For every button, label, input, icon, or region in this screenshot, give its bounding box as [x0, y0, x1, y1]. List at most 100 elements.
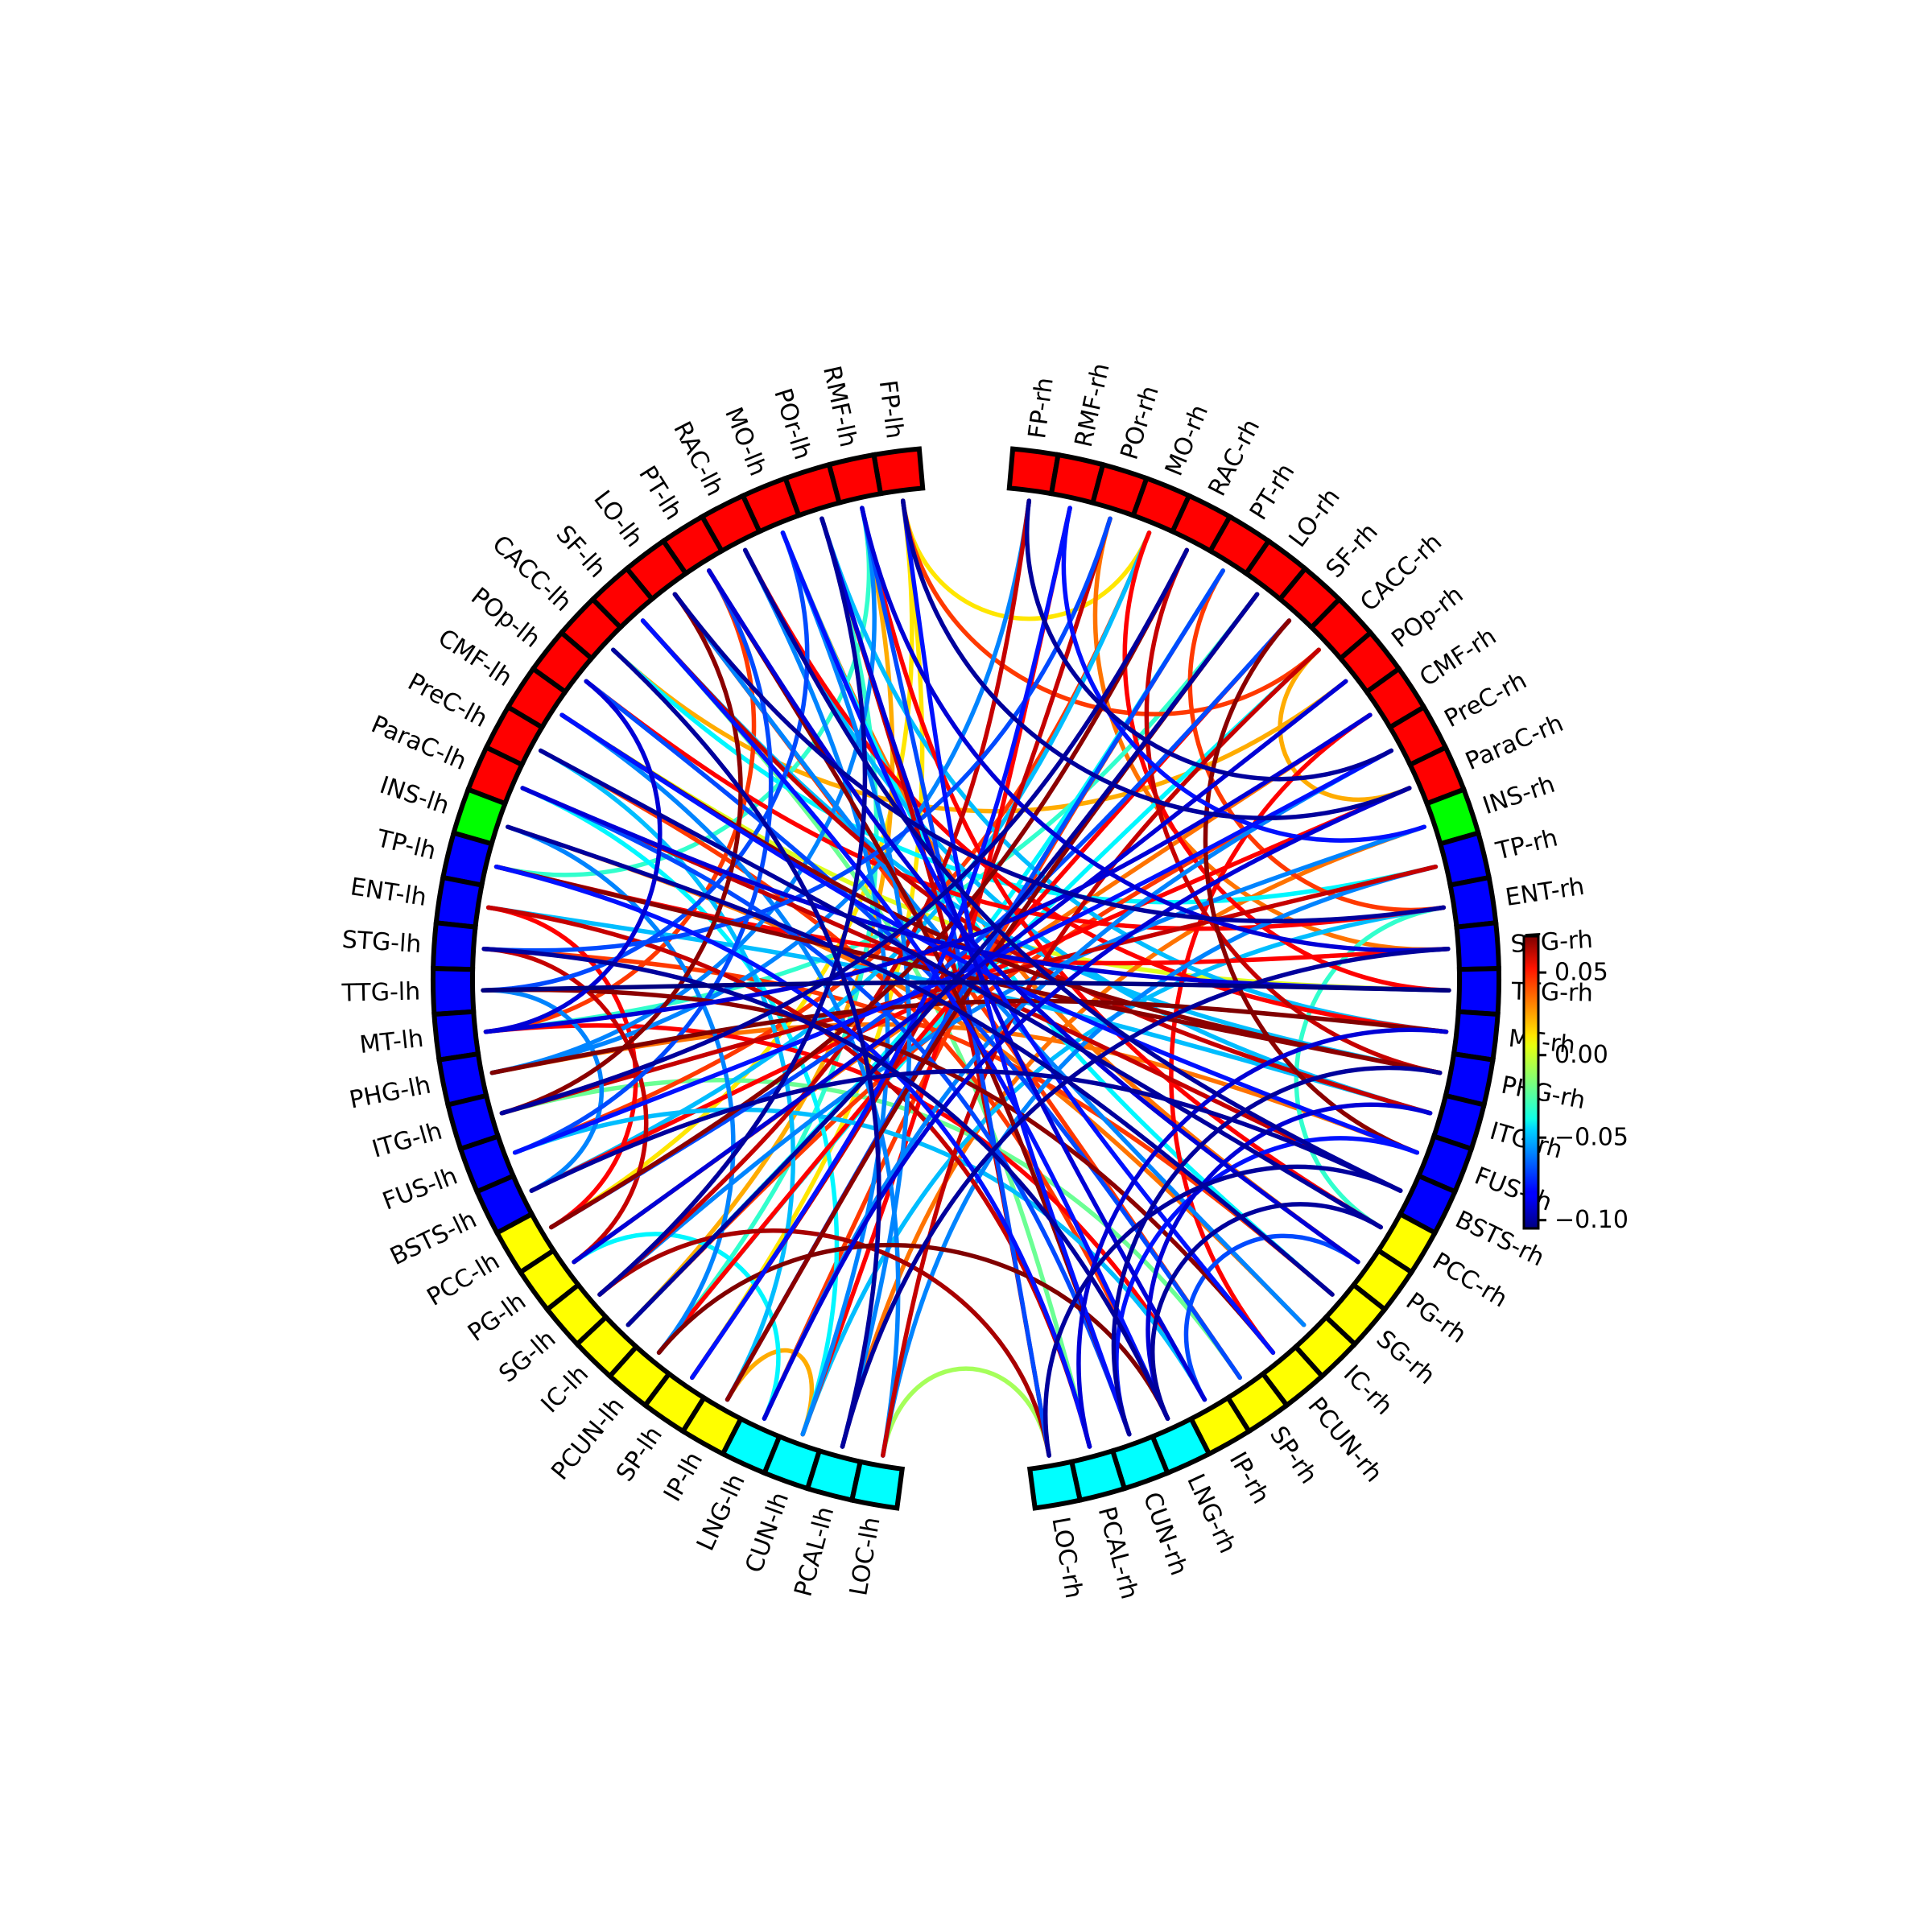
- node-label: CUN-lh: [740, 1488, 795, 1576]
- node-label: PHG-lh: [347, 1071, 433, 1115]
- connection-line: [1111, 1065, 1443, 1437]
- connection-line: [881, 1366, 1051, 1458]
- node-ring: [430, 446, 1502, 1511]
- node-wedge: [848, 1459, 906, 1511]
- connection-line: [1061, 506, 1426, 843]
- colorbar-tick-label: 0.00: [1554, 1041, 1608, 1069]
- node-wedge: [1415, 1133, 1475, 1195]
- node-label: PCAL-rh: [1092, 1504, 1144, 1602]
- node-label: LO-rh: [1284, 483, 1346, 552]
- node-wedge: [1447, 874, 1499, 930]
- node-label: TTG-lh: [341, 978, 420, 1008]
- connection-line: [1076, 1027, 1449, 1449]
- node-label: POr-rh: [1115, 382, 1164, 463]
- node-wedge: [1089, 461, 1150, 519]
- node-label: LO-lh: [588, 485, 648, 553]
- connection-line: [1025, 498, 1394, 782]
- connection-lines: [481, 498, 1451, 1458]
- node-wedge: [1187, 1394, 1253, 1458]
- node-label: LNG-rh: [1181, 1470, 1241, 1558]
- connection-line: [481, 987, 1276, 1355]
- node-label: STG-lh: [341, 926, 423, 959]
- colorbar: 0.05 0.00 −0.05 −0.10: [1522, 935, 1629, 1234]
- node-wedge: [433, 874, 485, 930]
- node-label: LOC-lh: [844, 1515, 886, 1598]
- connection-line: [597, 516, 868, 1297]
- node-label: FUS-rh: [1471, 1162, 1556, 1216]
- colorbar-tick-label: −0.10: [1554, 1206, 1629, 1234]
- node-wedge: [1363, 665, 1427, 731]
- connection-line: [672, 592, 1447, 924]
- connection-line: [611, 647, 881, 1449]
- node-label: IP-rh: [1224, 1447, 1275, 1509]
- connection-line: [499, 547, 1190, 1116]
- connection-line: [762, 786, 1412, 1421]
- node-label: RMF-rh: [1070, 361, 1116, 450]
- connection-line: [780, 530, 1276, 1355]
- node-label: MT-lh: [358, 1025, 425, 1059]
- node-wedge: [1397, 1172, 1459, 1236]
- connection-line: [1114, 1136, 1420, 1437]
- node-label: LNG-lh: [691, 1470, 751, 1555]
- node-label: SG-rh: [1371, 1325, 1440, 1390]
- connection-line: [584, 679, 1447, 931]
- node-wedge: [1048, 452, 1106, 506]
- node-label: IP-lh: [658, 1447, 708, 1506]
- node-label: PT-lh: [633, 461, 687, 525]
- connection-line: [499, 592, 743, 1116]
- node-wedge: [1068, 1447, 1128, 1504]
- node-label: IC-rh: [1338, 1360, 1398, 1421]
- node-label: SP-lh: [611, 1422, 668, 1487]
- node-wedge: [1437, 829, 1492, 889]
- node-label: SF-rh: [1321, 518, 1384, 583]
- node-label: PHG-rh: [1499, 1071, 1587, 1116]
- connection-line: [572, 679, 1348, 1265]
- node-wedge: [1149, 1415, 1213, 1476]
- connection-line: [549, 547, 1190, 1230]
- connection-line: [597, 824, 1426, 1297]
- node-wedge: [431, 919, 478, 972]
- connection-line: [506, 824, 1335, 1297]
- node-wedge: [1406, 744, 1468, 807]
- node-label: SP-rh: [1264, 1422, 1323, 1489]
- node-label: PT-rh: [1245, 459, 1301, 525]
- node-wedge: [1006, 446, 1061, 497]
- connection-line: [800, 905, 1447, 1437]
- node-label: CUN-rh: [1137, 1488, 1193, 1579]
- node-label: IC-lh: [536, 1360, 595, 1418]
- connection-line: [483, 712, 1373, 1034]
- colorbar-gradient: [1522, 935, 1540, 1230]
- colorbar-tick-label: 0.05: [1554, 959, 1608, 987]
- connection-line: [529, 1068, 1403, 1193]
- node-wedge: [1423, 786, 1482, 847]
- node-label: LOC-rh: [1046, 1515, 1088, 1600]
- connection-line: [481, 980, 1451, 993]
- node-wedge: [1455, 966, 1502, 1018]
- node-wedge: [1026, 1459, 1084, 1511]
- node-label: FP-rh: [1023, 376, 1059, 440]
- node-wedge: [1451, 1009, 1501, 1063]
- node-label: PG-rh: [1401, 1287, 1472, 1349]
- colorbar-tick-label: −0.05: [1554, 1124, 1629, 1152]
- connection-line: [483, 679, 663, 1034]
- node-wedge: [1109, 1433, 1171, 1492]
- node-label: RAC-lh: [667, 417, 729, 501]
- connection-line: [840, 946, 1451, 1449]
- node-label: RMF-lh: [817, 363, 862, 449]
- connection-line: [493, 506, 872, 877]
- connection-line: [1122, 530, 1451, 993]
- node-label: SF-lh: [551, 520, 612, 584]
- connection-line: [900, 498, 1321, 716]
- connection-line: [625, 592, 1260, 1327]
- connection-line: [881, 864, 1439, 1458]
- connection-line: [483, 568, 757, 1034]
- node-wedge: [1454, 919, 1501, 972]
- node-label: PG-lh: [463, 1287, 531, 1348]
- colorbar-ticks: 0.05 0.00 −0.05 −0.10: [1538, 959, 1629, 1234]
- connection-line: [611, 647, 1439, 905]
- node-wedge: [1443, 1051, 1496, 1108]
- connection-line: [489, 998, 1449, 1075]
- node-label: INS-rh: [1480, 770, 1558, 820]
- connection-line: [1183, 1233, 1360, 1402]
